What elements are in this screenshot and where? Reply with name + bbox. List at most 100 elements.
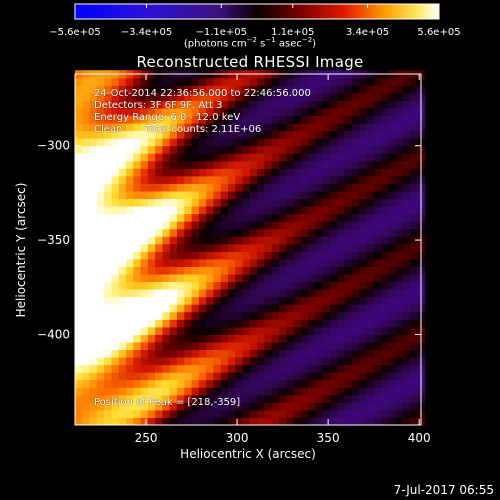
- heatmap-cell: [402, 213, 411, 222]
- heatmap-cell: [96, 145, 105, 154]
- heatmap-cell: [162, 387, 171, 396]
- heatmap-cell: [140, 281, 149, 290]
- heatmap-cell: [300, 311, 309, 320]
- heatmap-cell: [286, 115, 295, 124]
- heatmap-cell: [220, 349, 229, 358]
- heatmap-cell: [242, 77, 251, 86]
- heatmap-cell: [322, 304, 331, 313]
- heatmap-cell: [286, 175, 295, 184]
- heatmap-cell: [308, 417, 316, 426]
- heatmap-cell: [344, 115, 353, 124]
- heatmap-cell: [184, 379, 193, 388]
- heatmap-cell: [220, 274, 229, 283]
- heatmap-cell: [213, 379, 222, 388]
- heatmap-cell: [278, 372, 287, 381]
- heatmap-cell: [315, 357, 324, 366]
- heatmap-cell: [322, 107, 331, 117]
- heatmap-cell: [133, 115, 142, 124]
- heatmap-cell: [184, 228, 193, 237]
- heatmap-cell: [75, 341, 83, 351]
- heatmap-cell: [344, 100, 353, 109]
- heatmap-cell: [242, 266, 251, 275]
- heatmap-cell: [249, 221, 258, 230]
- heatmap-cell: [286, 379, 295, 388]
- heatmap-cell: [155, 402, 163, 411]
- heatmap-cell: [111, 258, 120, 267]
- heatmap-cell: [278, 115, 287, 124]
- heatmap-cell: [104, 372, 112, 381]
- heatmap-cell: [257, 145, 265, 154]
- heatmap-cell: [402, 183, 411, 192]
- heatmap-cell: [257, 394, 265, 403]
- heatmap-cell: [257, 100, 265, 109]
- heatmap-cell: [206, 274, 214, 283]
- heatmap-cell: [388, 349, 397, 358]
- heatmap-cell: [322, 130, 331, 139]
- heatmap-cell: [235, 311, 244, 320]
- heatmap-cell: [286, 387, 295, 396]
- heatmap-cell: [257, 364, 265, 373]
- heatmap-cell: [249, 153, 258, 162]
- heatmap-cell: [293, 160, 302, 169]
- heatmap-cell: [395, 100, 404, 109]
- heatmap-cell: [402, 145, 411, 154]
- heatmap-cell: [329, 153, 338, 162]
- heatmap-cell: [329, 198, 338, 207]
- heatmap-cell: [257, 251, 265, 260]
- heatmap-cell: [271, 341, 280, 351]
- heatmap-cell: [125, 85, 134, 94]
- heatmap-cell: [198, 236, 207, 245]
- heatmap-cell: [147, 213, 156, 222]
- heatmap-cell: [395, 334, 404, 343]
- heatmap-cell: [125, 289, 134, 298]
- heatmap-cell: [286, 153, 295, 162]
- heatmap-cell: [96, 319, 105, 328]
- heatmap-cell: [125, 100, 134, 109]
- heatmap-cell: [242, 115, 251, 124]
- heatmap-cell: [249, 92, 258, 101]
- heatmap-cell: [206, 145, 214, 154]
- heatmap-cell: [242, 130, 251, 139]
- heatmap-cell: [359, 213, 367, 222]
- heatmap-cell: [125, 334, 134, 343]
- heatmap-cell: [89, 319, 98, 328]
- heatmap-cell: [140, 417, 149, 426]
- heatmap-cell: [402, 281, 411, 290]
- heatmap-cell: [118, 387, 127, 396]
- heatmap-cell: [140, 168, 149, 177]
- heatmap-cell: [176, 364, 185, 373]
- x-tick-label: 250: [135, 431, 158, 445]
- heatmap-cell: [264, 326, 273, 335]
- heatmap-cell: [213, 266, 222, 275]
- heatmap-cell: [162, 251, 171, 260]
- heatmap-cell: [410, 145, 418, 154]
- heatmap-cell: [271, 304, 280, 313]
- heatmap-cell: [410, 296, 418, 305]
- heatmap-cell: [373, 326, 382, 335]
- heatmap-cell: [198, 206, 207, 215]
- heatmap-cell: [242, 145, 251, 154]
- heatmap-cell: [322, 341, 331, 351]
- heatmap-cell: [351, 92, 360, 101]
- heatmap-cell: [344, 168, 353, 177]
- heatmap-cell: [220, 357, 229, 366]
- heatmap-cell: [169, 77, 178, 86]
- heatmap-cell: [293, 236, 302, 245]
- heatmap-cell: [96, 191, 105, 200]
- heatmap-cell: [111, 387, 120, 396]
- heatmap-cell: [155, 289, 163, 298]
- heatmap-cell: [118, 130, 127, 139]
- heatmap-cell: [380, 409, 389, 418]
- heatmap-cell: [162, 379, 171, 388]
- heatmap-cell: [96, 289, 105, 298]
- heatmap-cell: [300, 364, 309, 373]
- heatmap-cell: [395, 326, 404, 335]
- heatmap-cell: [140, 296, 149, 305]
- heatmap-cell: [82, 92, 91, 101]
- heatmap-cell: [351, 100, 360, 109]
- heatmap-cell: [300, 372, 309, 381]
- heatmap-cell: [278, 92, 287, 101]
- heatmap-cell: [264, 251, 273, 260]
- heatmap-cell: [300, 123, 309, 132]
- heatmap-cell: [235, 326, 244, 335]
